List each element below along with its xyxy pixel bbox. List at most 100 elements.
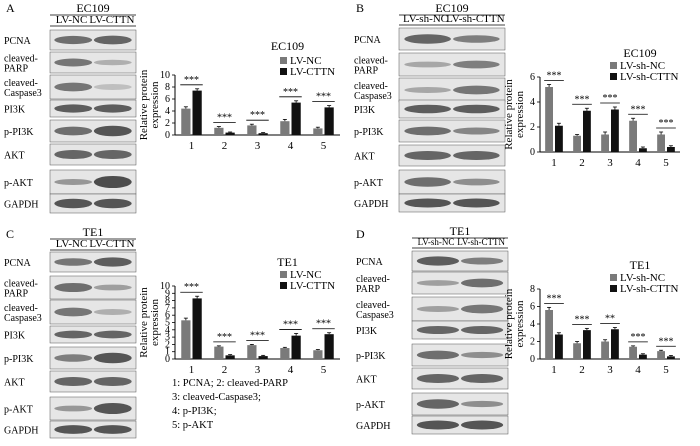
blot-row-label: cleaved-PARP xyxy=(356,274,390,295)
significance-label: *** xyxy=(575,94,590,105)
blot-strip xyxy=(398,144,506,167)
blot-band xyxy=(460,351,504,359)
bar-treatment xyxy=(611,329,619,359)
y-tick-label: 6 xyxy=(530,72,535,83)
significance-label: *** xyxy=(631,104,646,115)
significance-label: *** xyxy=(659,336,674,347)
blot-row-label-line: p-AKT xyxy=(4,178,33,189)
blot-band xyxy=(93,59,132,66)
significance-label: *** xyxy=(316,92,331,103)
blot-row-label: p-PI3K xyxy=(356,351,386,362)
lane-label: LV-NC xyxy=(56,14,88,26)
blot-strip xyxy=(49,143,137,166)
legend-label: LV-sh-NC xyxy=(620,272,665,284)
blot-strip xyxy=(49,29,137,51)
blot-cell-line: TE1 xyxy=(83,225,104,239)
y-axis-label: Relative protein expression xyxy=(138,287,161,358)
blot-row-label-line: p-AKT xyxy=(356,400,385,411)
blot-band xyxy=(460,304,504,314)
y-axis-label: Relative protein expression xyxy=(138,69,161,140)
legend-swatch xyxy=(280,282,287,289)
blot-band xyxy=(93,104,132,113)
index-legend-line: 5: p-AKT xyxy=(172,420,214,431)
blot-row-label-line: PI3K xyxy=(4,331,26,342)
y-tick-label: 10 xyxy=(160,281,170,292)
blot-row-label: PI3K xyxy=(4,105,26,116)
bar-treatment xyxy=(639,148,647,152)
blot-band xyxy=(453,104,500,114)
blot-row-label-line: AKT xyxy=(4,378,25,389)
y-tick-label: 8 xyxy=(165,82,170,93)
bar-control xyxy=(280,121,290,135)
blot-band xyxy=(54,354,93,362)
y-tick-label: 0 xyxy=(530,354,535,365)
bar-control xyxy=(629,346,637,359)
blot-row-label-line: cleaved- xyxy=(356,300,390,311)
blot-band xyxy=(54,425,93,434)
blot-strip xyxy=(49,119,137,143)
panel-letter: C xyxy=(6,227,14,241)
blot-band xyxy=(404,86,451,94)
blot-row-label-line: PI3K xyxy=(354,105,376,116)
blot-row-label-line: PARP xyxy=(354,66,379,77)
blot-band xyxy=(93,425,132,434)
bar-treatment xyxy=(192,298,202,359)
significance-label: *** xyxy=(217,113,232,124)
blot-row-label: cleaved-Caspase3 xyxy=(4,303,42,324)
blot-band xyxy=(93,257,132,267)
blot-band xyxy=(54,104,93,113)
blot-strip xyxy=(398,27,506,51)
x-tick-label: 3 xyxy=(607,364,613,376)
y-axis-label-line: expression xyxy=(514,300,526,348)
blot-row-label: GAPDH xyxy=(4,426,38,437)
y-tick-label: 0 xyxy=(165,354,170,365)
blot-cell-line: EC109 xyxy=(435,1,468,15)
blot-row-label-line: PCNA xyxy=(354,35,381,46)
blot-band xyxy=(54,82,93,92)
legend-label: LV-CTTN xyxy=(290,66,335,78)
y-tick-label: 4 xyxy=(530,97,535,108)
x-tick-label: 3 xyxy=(255,140,261,152)
blot-row-label: AKT xyxy=(356,375,377,386)
chart-title: TE1 xyxy=(277,255,298,269)
y-tick-label: 6 xyxy=(165,94,170,105)
blot-row-label: PCNA xyxy=(356,257,383,268)
blot-band xyxy=(54,282,93,293)
legend-label: LV-sh-CTTN xyxy=(620,71,679,83)
bar-control xyxy=(573,135,581,152)
blot-row-label-line: p-PI3K xyxy=(354,127,384,138)
blot-row-label: p-PI3K xyxy=(354,127,384,138)
x-tick-label: 2 xyxy=(222,364,228,376)
significance-label: *** xyxy=(631,332,646,343)
legend-swatch xyxy=(280,68,287,75)
blot-band xyxy=(416,280,460,286)
panel-letter: A xyxy=(6,1,15,15)
bar-control xyxy=(280,348,290,359)
significance-label: *** xyxy=(184,282,199,293)
significance-label: *** xyxy=(547,293,562,304)
legend-label: LV-sh-NC xyxy=(620,60,665,72)
lane-label: LV-CTTN xyxy=(89,14,134,26)
blot-row-label-line: PI3K xyxy=(4,105,26,116)
blot-row-label-line: Caspase3 xyxy=(4,88,42,99)
blot-strip xyxy=(398,99,506,119)
blot-strip xyxy=(49,346,137,370)
y-tick-label: 5 xyxy=(165,318,170,329)
y-axis-label-line: Relative protein xyxy=(503,288,515,359)
blot-row-label: PCNA xyxy=(354,35,381,46)
blot-row-label: AKT xyxy=(354,152,375,163)
blot-row-label-line: p-AKT xyxy=(354,178,383,189)
blot-row-label-line: cleaved- xyxy=(4,78,38,89)
blot-row-label: p-AKT xyxy=(354,178,383,189)
blot-band xyxy=(54,376,93,387)
blot-row-label: PI3K xyxy=(354,105,376,116)
blot-row-label-line: AKT xyxy=(4,151,25,162)
blot-row-label-line: Caspase3 xyxy=(4,313,42,324)
blot-row-label-line: p-PI3K xyxy=(4,354,34,365)
blot-row-label: AKT xyxy=(4,151,25,162)
blot-band xyxy=(416,399,460,409)
bar-control xyxy=(247,345,257,359)
blot-band xyxy=(93,149,132,160)
bar-treatment xyxy=(583,330,591,359)
